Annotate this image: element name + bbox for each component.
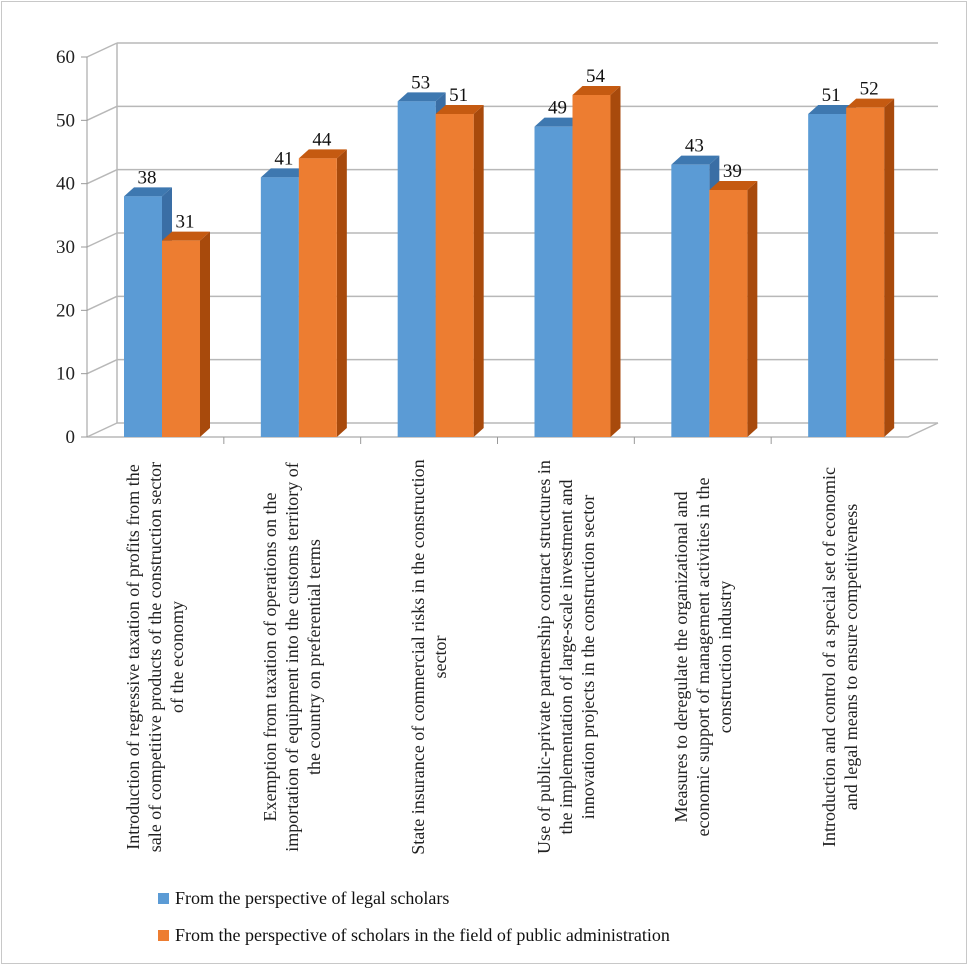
gridline-side [86, 358, 118, 375]
bar-top [846, 98, 895, 108]
legend-item-public-administration: From the perspective of scholars in the … [158, 925, 670, 946]
bar [671, 164, 710, 437]
bar-side [200, 231, 210, 437]
gridline-side [86, 232, 118, 248]
data-label: 49 [548, 98, 567, 119]
x-tick-label: Measures to deregulate the organizationa… [670, 477, 735, 837]
bar-top [298, 149, 347, 159]
y-tick-label: 10 [56, 364, 75, 385]
gridline-side [86, 42, 118, 58]
bar-top [808, 105, 857, 114]
data-label: 53 [411, 72, 430, 93]
data-label: 51 [822, 85, 841, 106]
bar-top [435, 105, 484, 114]
x-tick-label: Exemption from taxation of operations on… [260, 462, 325, 852]
data-label: 51 [449, 85, 468, 106]
y-tick-label: 50 [56, 110, 75, 131]
bar-top [572, 86, 621, 95]
bar-top [124, 187, 172, 197]
gridline-side [86, 168, 118, 185]
data-label: 31 [176, 212, 195, 233]
data-label: 39 [723, 161, 742, 182]
legend-swatch-orange [158, 930, 169, 941]
bar [162, 240, 200, 437]
gridline-side [86, 422, 118, 438]
y-axis: 0 10 20 30 40 50 60 [56, 47, 772, 448]
bar [534, 126, 573, 438]
y-tick-label: 30 [56, 237, 75, 258]
bar-side [884, 98, 895, 438]
data-label: 44 [312, 129, 332, 150]
bar [397, 101, 436, 437]
data-label: 41 [274, 148, 293, 169]
y-tick-label: 20 [56, 300, 75, 321]
x-tick-label: Introduction and control of a special se… [818, 467, 861, 847]
bar-top [397, 92, 446, 102]
data-label: 52 [860, 79, 879, 100]
legend-swatch-blue [158, 893, 169, 904]
bar [435, 114, 474, 437]
bar [808, 114, 847, 437]
bar-side [336, 149, 347, 438]
y-tick-label: 0 [66, 427, 76, 448]
bar [124, 196, 162, 437]
legend-label: From the perspective of scholars in the … [175, 925, 670, 945]
data-label: 38 [138, 167, 157, 188]
bar [846, 107, 885, 438]
gridline-side [86, 295, 118, 312]
bar [572, 95, 611, 437]
data-label: 54 [586, 66, 606, 87]
bar-top [260, 168, 309, 178]
bar-top [671, 155, 720, 165]
bar-top [534, 117, 583, 127]
bar-side [747, 181, 758, 437]
y-tick-label: 40 [56, 174, 75, 195]
bar-top [709, 181, 758, 190]
bar [709, 190, 748, 437]
x-tick-label: Introduction of regressive taxation of p… [123, 461, 188, 853]
gridline-side [86, 105, 118, 122]
x-tick-label: Use of public-private partnership contra… [533, 460, 598, 854]
legend-label: From the perspective of legal scholars [175, 888, 450, 908]
y-tick-label: 60 [56, 47, 75, 68]
bar [260, 177, 299, 438]
bar-side [473, 105, 484, 437]
bars [124, 86, 895, 438]
bar [298, 158, 337, 438]
x-tick-label: State insurance of commercial risks in t… [408, 459, 451, 855]
legend-item-legal-scholars: From the perspective of legal scholars [158, 888, 449, 909]
bar-top [162, 231, 210, 241]
data-labels: 38 31 41 44 53 51 49 54 43 39 51 52 [138, 66, 879, 233]
data-label: 43 [685, 136, 704, 157]
bar-side [610, 86, 621, 437]
